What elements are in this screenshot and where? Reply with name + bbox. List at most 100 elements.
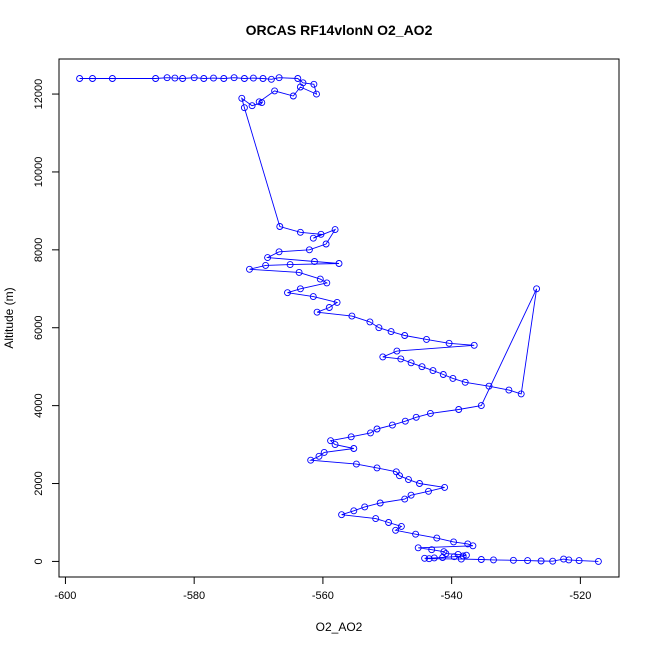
data-point: [163, 74, 171, 82]
data-point: [385, 519, 393, 526]
data-point: [220, 75, 228, 82]
data-point: [294, 75, 302, 82]
data-point: [560, 555, 568, 563]
data-point: [372, 515, 380, 523]
y-axis-label: Altitude (m): [2, 287, 16, 348]
data-point: [352, 460, 360, 468]
data-point: [405, 476, 412, 484]
chart-title: ORCAS RF14vlonN O2_AO2: [246, 22, 433, 38]
data-point: [316, 275, 324, 283]
data-point: [315, 452, 323, 460]
data-point: [286, 261, 294, 269]
data-point: [470, 341, 478, 349]
data-point: [549, 557, 557, 565]
data-point: [267, 75, 275, 83]
data-point: [338, 511, 346, 519]
data-point: [461, 378, 469, 386]
data-layer: [76, 74, 602, 565]
data-point: [76, 75, 84, 82]
y-tick-label: 12000: [33, 79, 45, 110]
data-point: [397, 522, 405, 530]
data-point: [469, 542, 477, 550]
data-point: [509, 556, 517, 564]
data-point: [327, 437, 335, 445]
data-point: [425, 487, 432, 495]
data-point: [594, 557, 602, 565]
data-point: [462, 551, 470, 559]
data-point: [457, 555, 465, 563]
data-point: [246, 265, 253, 273]
data-point: [348, 312, 356, 320]
data-point: [565, 556, 573, 564]
data-point: [179, 75, 187, 82]
data-point: [310, 80, 318, 88]
y-tick-label: 2000: [33, 471, 45, 495]
data-point: [276, 223, 284, 230]
x-tick-label: -600: [54, 590, 76, 602]
data-point: [450, 538, 458, 546]
data-point: [416, 480, 423, 487]
data-point: [313, 90, 320, 98]
data-point: [305, 246, 313, 254]
data-point: [393, 347, 401, 355]
data-point: [373, 464, 381, 472]
data-point: [271, 87, 279, 95]
data-point: [430, 554, 438, 562]
data-point: [575, 557, 583, 565]
data-point: [323, 279, 331, 287]
data-point: [307, 456, 315, 464]
data-point: [439, 371, 447, 378]
data-point: [361, 503, 369, 511]
x-tick-label: -520: [569, 590, 591, 602]
data-point: [454, 550, 462, 558]
data-point: [200, 75, 208, 82]
data-point: [317, 230, 325, 238]
data-point: [533, 285, 541, 293]
x-axis-label: O2_AO2: [316, 620, 363, 634]
data-point: [418, 363, 426, 371]
data-point: [350, 507, 358, 515]
data-point: [296, 285, 304, 293]
data-point: [425, 555, 433, 563]
data-point: [407, 359, 415, 367]
y-tick-label: 8000: [33, 238, 45, 262]
data-point: [313, 308, 321, 316]
data-point: [259, 75, 267, 82]
data-point: [433, 534, 441, 542]
data-point: [412, 413, 420, 421]
data-point: [387, 328, 395, 336]
data-point: [240, 75, 248, 82]
data-point: [152, 75, 160, 82]
data-point: [373, 425, 381, 433]
data-point: [295, 268, 303, 276]
data-point: [439, 554, 447, 561]
data-point: [375, 324, 383, 332]
data-point: [401, 417, 409, 425]
data-point: [262, 261, 270, 269]
data-point: [445, 339, 453, 347]
data-point: [428, 546, 436, 554]
data-point: [490, 556, 497, 564]
data-point: [376, 499, 384, 507]
data-point: [322, 240, 330, 248]
data-point: [379, 353, 387, 361]
x-tick-label: -560: [312, 590, 334, 602]
data-point: [477, 402, 485, 410]
data-point: [449, 374, 457, 382]
data-point: [414, 544, 422, 552]
data-point: [423, 335, 430, 343]
x-tick-label: -540: [441, 590, 463, 602]
data-point: [284, 289, 291, 297]
data-point: [249, 74, 257, 82]
data-point: [264, 254, 272, 262]
y-axis: 0 2000 4000 6000 8000 10000 12000: [33, 79, 60, 564]
data-point: [309, 293, 317, 301]
data-point: [320, 448, 328, 456]
data-point: [248, 102, 256, 110]
data-point: [477, 556, 485, 563]
data-point: [333, 298, 341, 306]
data-point: [388, 421, 396, 429]
data-point: [296, 228, 304, 236]
